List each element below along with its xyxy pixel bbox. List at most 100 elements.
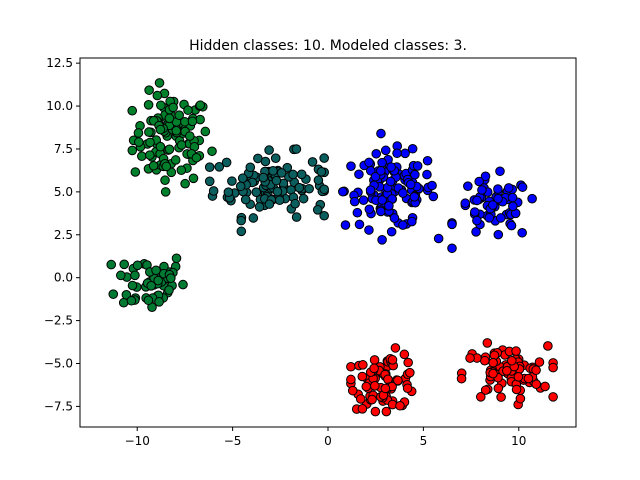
scatter-point-green-blue-2	[208, 186, 219, 196]
scatter-point-green-0	[207, 146, 217, 157]
scatter-point-green-blue-2	[288, 169, 298, 180]
scatter-point-green-1	[143, 295, 154, 306]
scatter-point-green-1	[126, 295, 137, 306]
scatter-point-blue-3	[385, 176, 396, 187]
scatter-point-green-0	[154, 78, 165, 88]
scatter-point-blue-4	[474, 176, 484, 187]
scatter-point-red-6	[531, 379, 542, 389]
scatter-point-green-0	[164, 113, 175, 124]
scatter-point-green-0	[184, 131, 195, 141]
scatter-point-blue-4	[493, 184, 503, 194]
scatter-point-blue-4	[472, 215, 482, 226]
scatter-point-red-5	[403, 357, 413, 368]
scatter-point-blue-4	[487, 200, 498, 210]
scatter-point-red-5	[405, 367, 415, 378]
scatter-point-green-blue-2	[272, 186, 283, 197]
scatter-point-red-5	[369, 355, 380, 365]
scatter-point-red-6	[548, 362, 558, 373]
scatter-point-red-5	[380, 383, 391, 394]
scatter-point-blue-4	[503, 183, 514, 193]
scatter-point-green-blue-2	[307, 157, 318, 167]
scatter-point-green-0	[145, 150, 155, 160]
scatter-point-blue-3	[405, 179, 416, 190]
scatter-point-green-blue-2	[291, 144, 302, 154]
scatter-point-red-5	[369, 363, 379, 374]
y-tick-label: −5.0	[44, 356, 73, 370]
scatter-point-blue-3	[376, 165, 386, 176]
scatter-point-blue-3	[364, 225, 374, 235]
scatter-point-blue-4	[484, 213, 495, 223]
scatter-point-blue-3	[400, 148, 410, 159]
scatter-point-green-blue-2	[276, 168, 287, 178]
x-tick-label: −5	[224, 434, 242, 448]
scatter-point-green-1	[154, 297, 164, 307]
scatter-point-red-5	[370, 406, 381, 417]
scatter-point-blue-4	[506, 220, 517, 231]
scatter-point-green-blue-2	[313, 175, 324, 186]
scatter-point-blue-3	[433, 233, 444, 244]
scatter-point-green-blue-2	[271, 175, 282, 186]
scatter-point-red-6	[515, 393, 526, 404]
scatter-point-blue-3	[386, 226, 397, 237]
scatter-point-green-blue-2	[312, 205, 323, 215]
scatter-point-green-blue-2	[296, 169, 307, 180]
scatter-point-green-blue-2	[304, 183, 314, 194]
scatter-point-red-5	[358, 360, 368, 370]
y-axis: −7.5 −5.0 −2.5 0.0 2.5 5.0 7.5 10.0 12.5	[44, 56, 80, 413]
scatter-point-blue-3	[376, 128, 386, 139]
x-tick-label: 0	[324, 434, 332, 448]
scatter-point-green-blue-2	[248, 213, 259, 223]
scatter-point-blue-4	[517, 182, 528, 192]
scatter-point-green-0	[171, 125, 182, 136]
scatter-point-green-blue-2	[294, 182, 305, 193]
y-tick-label: 2.5	[54, 228, 73, 242]
scatter-point-green-0	[200, 126, 211, 137]
y-tick-label: 10.0	[46, 99, 73, 113]
scatter-point-green-1	[130, 270, 140, 281]
scatter-point-green-blue-2	[204, 162, 215, 172]
scatter-point-green-0	[160, 175, 170, 186]
x-tick-label: 5	[420, 434, 428, 448]
scatter-point-green-blue-2	[270, 153, 281, 163]
scatter-point-blue-3	[380, 145, 391, 156]
scatter-point-red-6	[488, 368, 498, 379]
scatter-point-green-1	[151, 265, 161, 276]
scatter-point-red-5	[399, 349, 410, 360]
scatter-point-blue-3	[386, 162, 396, 172]
scatter-point-blue-3	[354, 169, 364, 180]
scatter-point-red-6	[496, 392, 506, 402]
scatter-point-green-blue-2	[264, 145, 274, 155]
scatter-point-red-6	[479, 355, 490, 366]
scatter-point-green-blue-2	[316, 167, 327, 177]
scatter-point-green-0	[152, 90, 163, 101]
scatter-point-red-5	[355, 394, 366, 404]
scatter-point-green-0	[127, 145, 138, 156]
scatter-point-red-6	[482, 338, 493, 348]
scatter-point-green-blue-2	[319, 153, 329, 163]
scatter-point-green-blue-2	[254, 202, 265, 212]
scatter-point-blue-3	[428, 191, 439, 202]
scatter-point-blue-3	[412, 161, 423, 171]
scatter-point-green-0	[161, 161, 172, 172]
scatter-point-green-0	[176, 165, 187, 175]
scatter-point-red-5	[390, 343, 401, 353]
scatter-point-blue-3	[377, 195, 388, 205]
scatter-point-blue-4	[460, 198, 471, 209]
scatter-point-blue-3	[338, 186, 348, 197]
scatter-point-blue-3	[377, 235, 387, 245]
scatter-point-red-5	[346, 374, 356, 385]
scatter-point-green-blue-2	[290, 198, 300, 209]
scatter-point-red-6	[523, 373, 534, 384]
scatter-point-green-0	[155, 124, 166, 135]
scatter-point-red-5	[357, 404, 368, 414]
scatter-point-green-1	[132, 260, 143, 271]
scatter-point-blue-3	[371, 148, 382, 159]
scatter-point-green-blue-2	[227, 176, 237, 186]
scatter-point-green-blue-2	[235, 181, 246, 192]
scatter-point-blue-3	[384, 201, 394, 211]
scatter-point-green-0	[191, 152, 202, 163]
scatter-point-green-0	[127, 105, 138, 116]
scatter-point-blue-4	[507, 192, 518, 203]
